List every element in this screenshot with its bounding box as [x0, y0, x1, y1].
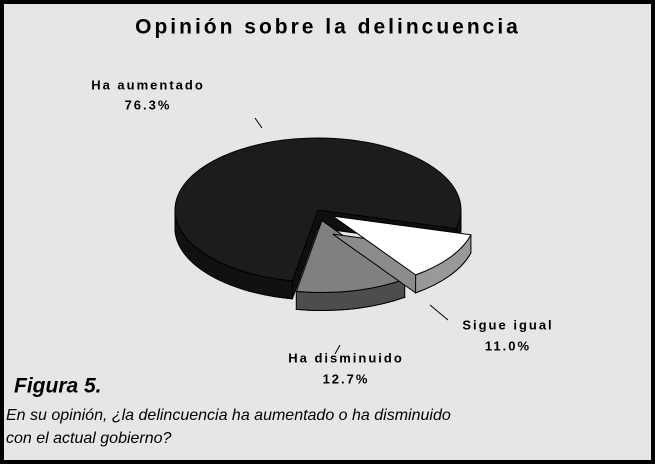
slice-value-label: 76.3%	[125, 97, 172, 112]
slice-value-label: 11.0%	[485, 338, 531, 353]
figure-caption: con el actual gobierno?	[6, 430, 172, 447]
slice	[332, 215, 472, 276]
figure-label: Figura 5.	[14, 375, 102, 398]
slice-value-label: 12.7%	[323, 371, 370, 386]
slice-label: Sigue igual	[462, 317, 553, 332]
leader-line	[254, 117, 263, 129]
slice-label: Ha aumentado	[91, 77, 205, 92]
slice	[174, 137, 462, 282]
figure-caption: En su opinión, ¿la delincuencia ha aumen…	[6, 407, 451, 424]
chart-title: Opinión sobre la delincuencia	[135, 16, 521, 39]
leader-line	[334, 344, 341, 355]
leader-line	[429, 304, 449, 321]
slice-label: Ha disminuido	[288, 350, 404, 365]
